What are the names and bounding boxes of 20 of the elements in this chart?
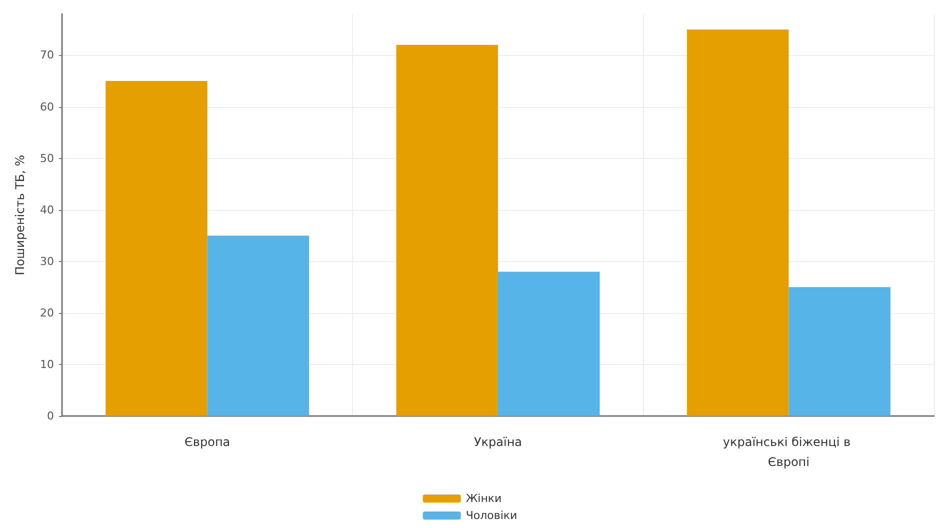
- bar: [788, 287, 890, 416]
- bar: [498, 272, 600, 416]
- legend-label: Жінки: [466, 492, 502, 505]
- bar: [106, 81, 208, 416]
- y-tick-label: 30: [40, 254, 54, 268]
- y-tick-label: 70: [40, 48, 54, 62]
- y-tick-label: 20: [40, 306, 54, 320]
- x-tick-label: Європа: [184, 435, 230, 449]
- y-tick-label: 60: [40, 100, 54, 114]
- y-axis-title: Поширеність ТБ, %: [13, 154, 27, 276]
- x-tick-label: Україна: [474, 435, 522, 449]
- bar: [686, 29, 789, 416]
- y-tick-label: 40: [40, 203, 54, 216]
- y-tick-label: 0: [47, 410, 54, 422]
- legend-label: Чоловіки: [466, 509, 518, 522]
- bar: [396, 44, 498, 416]
- bar: [207, 236, 310, 416]
- y-tick-label: 10: [40, 358, 54, 371]
- x-tick-label: українські біженці в Європі: [722, 435, 854, 469]
- y-tick-label: 50: [40, 152, 54, 165]
